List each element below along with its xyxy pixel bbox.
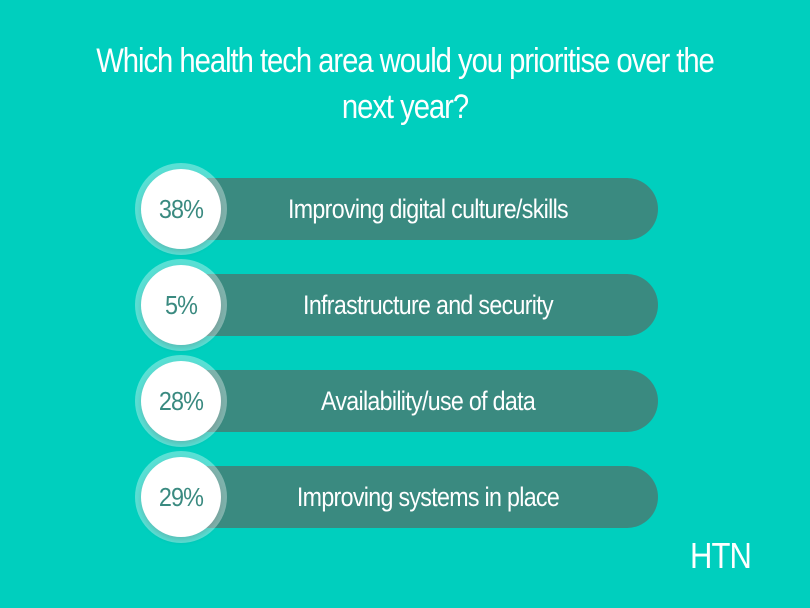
category-label: Improving digital culture/skills — [288, 194, 569, 224]
value-circle: 38% — [141, 169, 221, 249]
category-label: Availability/use of data — [320, 386, 536, 416]
value-circle: 29% — [141, 457, 221, 537]
value-label: 38% — [158, 194, 204, 224]
category-pill — [176, 274, 658, 336]
category-label: Infrastructure and security — [303, 290, 554, 320]
chart-title: Which health tech area would you priorit… — [96, 42, 715, 126]
value-label: 5% — [164, 290, 198, 320]
value-label: 28% — [158, 386, 204, 416]
value-label: 29% — [158, 482, 204, 512]
category-pill — [176, 466, 658, 528]
category-pill — [176, 370, 658, 432]
value-circle: 5% — [141, 265, 221, 345]
value-circle: 28% — [141, 361, 221, 441]
category-label: Improving systems in place — [296, 482, 560, 512]
brand-logo: HTN — [690, 535, 752, 576]
category-pill — [176, 178, 658, 240]
